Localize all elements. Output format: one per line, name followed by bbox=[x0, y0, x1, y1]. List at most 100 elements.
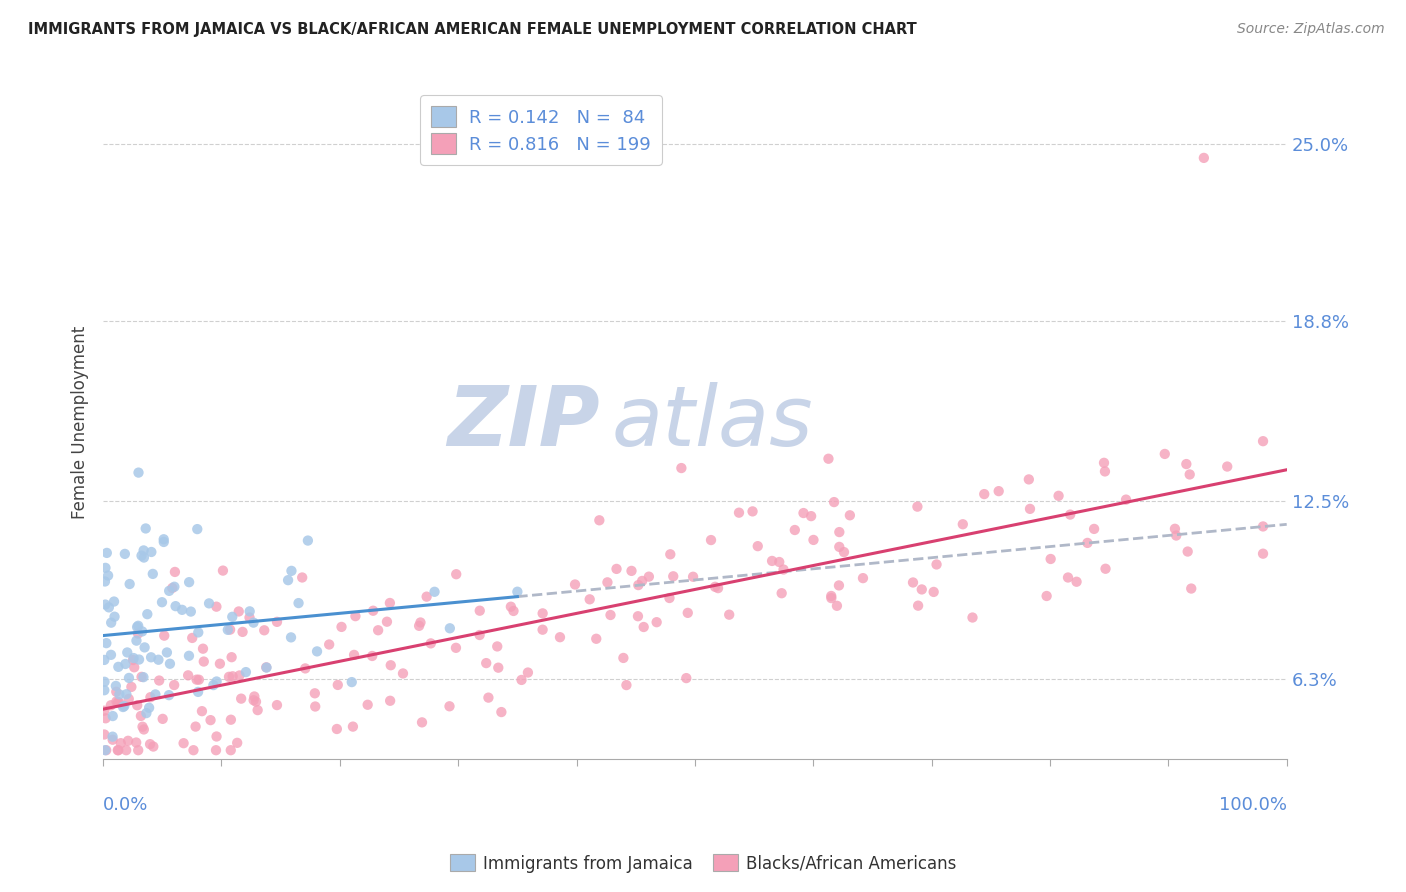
Point bbox=[131, 720, 153, 734]
Point bbox=[1180, 582, 1202, 596]
Point bbox=[135, 706, 157, 720]
Point bbox=[132, 723, 155, 737]
Point bbox=[93, 674, 115, 689]
Point bbox=[1076, 536, 1098, 550]
Point bbox=[792, 506, 814, 520]
Point bbox=[205, 599, 228, 614]
Point bbox=[239, 604, 262, 618]
Point bbox=[104, 679, 127, 693]
Point bbox=[205, 730, 228, 744]
Point bbox=[103, 594, 125, 608]
Point bbox=[1175, 457, 1198, 471]
Point bbox=[304, 699, 326, 714]
Point bbox=[122, 653, 145, 667]
Point bbox=[1166, 528, 1188, 542]
Point bbox=[588, 513, 610, 527]
Point bbox=[127, 743, 149, 757]
Point bbox=[131, 549, 153, 563]
Point bbox=[1039, 552, 1062, 566]
Point bbox=[118, 577, 141, 591]
Point bbox=[221, 669, 243, 683]
Point bbox=[101, 732, 124, 747]
Point bbox=[139, 737, 162, 751]
Point bbox=[129, 709, 152, 723]
Point bbox=[205, 674, 228, 689]
Point bbox=[675, 671, 697, 685]
Point bbox=[280, 564, 302, 578]
Point bbox=[326, 678, 349, 692]
Point bbox=[676, 606, 699, 620]
Point bbox=[378, 596, 401, 610]
Point bbox=[93, 653, 115, 667]
Point bbox=[105, 685, 128, 699]
Point bbox=[838, 508, 860, 523]
Point bbox=[219, 713, 242, 727]
Point bbox=[718, 607, 741, 622]
Point bbox=[852, 571, 875, 585]
Point bbox=[179, 575, 201, 590]
Point bbox=[659, 547, 682, 561]
Text: ZIP: ZIP bbox=[447, 382, 600, 463]
Point bbox=[973, 487, 995, 501]
Point bbox=[93, 727, 115, 741]
Point bbox=[502, 604, 524, 618]
Point bbox=[180, 605, 202, 619]
Point bbox=[117, 733, 139, 747]
Point bbox=[645, 615, 668, 630]
Point bbox=[235, 665, 257, 679]
Point bbox=[165, 599, 187, 614]
Point bbox=[548, 630, 571, 644]
Point bbox=[181, 631, 204, 645]
Point bbox=[127, 620, 149, 634]
Point bbox=[107, 695, 129, 709]
Point bbox=[208, 657, 231, 671]
Point bbox=[423, 584, 446, 599]
Point bbox=[700, 533, 723, 547]
Point bbox=[145, 688, 167, 702]
Point bbox=[152, 535, 174, 549]
Point bbox=[531, 607, 554, 621]
Point bbox=[772, 562, 794, 576]
Point bbox=[439, 699, 461, 714]
Legend: Immigrants from Jamaica, Blacks/African Americans: Immigrants from Jamaica, Blacks/African … bbox=[443, 847, 963, 880]
Point bbox=[361, 648, 384, 663]
Point bbox=[631, 574, 654, 588]
Point bbox=[901, 575, 924, 590]
Text: IMMIGRANTS FROM JAMAICA VS BLACK/AFRICAN AMERICAN FEMALE UNEMPLOYMENT CORRELATIO: IMMIGRANTS FROM JAMAICA VS BLACK/AFRICAN… bbox=[28, 22, 917, 37]
Point bbox=[118, 692, 141, 706]
Point bbox=[107, 743, 129, 757]
Point bbox=[96, 743, 118, 757]
Point bbox=[962, 610, 984, 624]
Point bbox=[491, 705, 513, 719]
Point bbox=[761, 554, 783, 568]
Point bbox=[184, 720, 207, 734]
Point bbox=[243, 690, 266, 704]
Point bbox=[163, 678, 186, 692]
Point bbox=[280, 631, 302, 645]
Point bbox=[828, 525, 851, 540]
Point bbox=[277, 573, 299, 587]
Point bbox=[125, 735, 148, 749]
Point bbox=[107, 660, 129, 674]
Point bbox=[287, 596, 309, 610]
Point bbox=[125, 633, 148, 648]
Point bbox=[477, 690, 499, 705]
Text: atlas: atlas bbox=[612, 382, 814, 463]
Point bbox=[200, 713, 222, 727]
Point bbox=[245, 695, 267, 709]
Point bbox=[93, 704, 115, 718]
Point bbox=[444, 567, 467, 582]
Point bbox=[153, 629, 176, 643]
Point bbox=[242, 693, 264, 707]
Point bbox=[226, 736, 249, 750]
Point bbox=[114, 657, 136, 671]
Point bbox=[254, 660, 277, 674]
Point bbox=[747, 539, 769, 553]
Point bbox=[142, 566, 165, 581]
Point bbox=[231, 691, 253, 706]
Point bbox=[1178, 467, 1201, 482]
Point bbox=[409, 615, 432, 630]
Point bbox=[419, 636, 441, 650]
Point bbox=[825, 599, 848, 613]
Point bbox=[304, 686, 326, 700]
